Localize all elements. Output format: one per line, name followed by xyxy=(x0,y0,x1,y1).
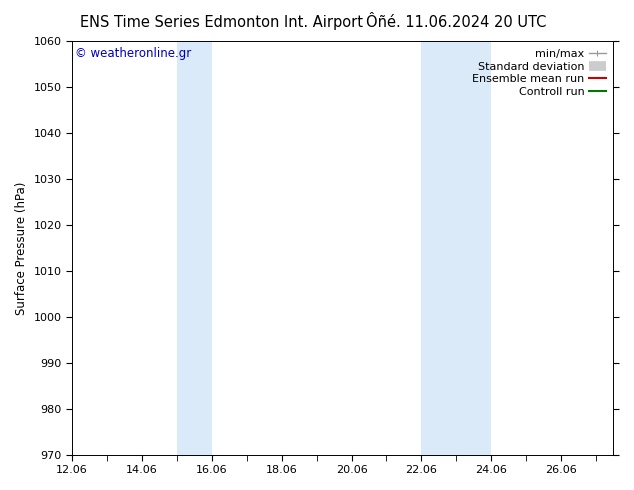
Bar xyxy=(177,41,212,455)
Text: © weatheronline.gr: © weatheronline.gr xyxy=(75,47,191,60)
Text: ENS Time Series Edmonton Int. Airport: ENS Time Series Edmonton Int. Airport xyxy=(81,15,363,30)
Text: Ôñé. 11.06.2024 20 UTC: Ôñé. 11.06.2024 20 UTC xyxy=(366,15,547,30)
Legend: min/max, Standard deviation, Ensemble mean run, Controll run: min/max, Standard deviation, Ensemble me… xyxy=(470,47,608,99)
Y-axis label: Surface Pressure (hPa): Surface Pressure (hPa) xyxy=(15,181,28,315)
Bar xyxy=(422,41,491,455)
